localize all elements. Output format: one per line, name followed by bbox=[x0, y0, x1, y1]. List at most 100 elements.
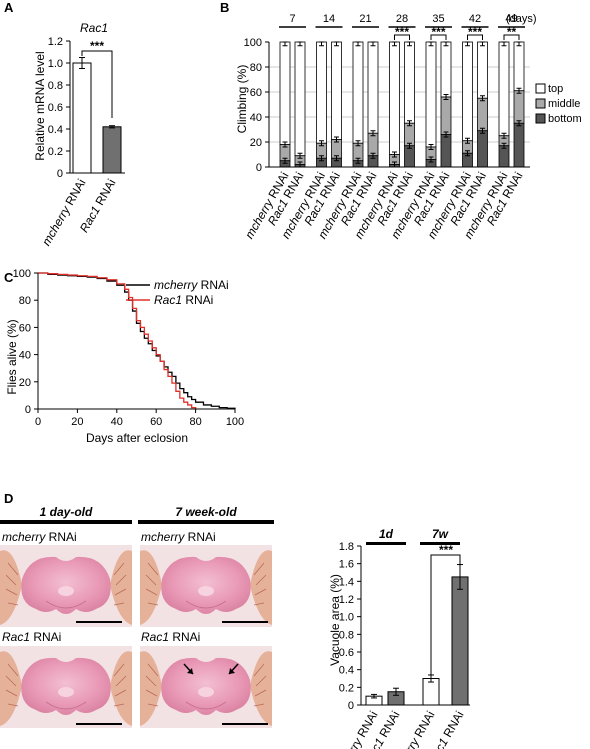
segment-top bbox=[279, 41, 291, 145]
panel-b-label: B bbox=[220, 0, 229, 15]
panel-b-day-label: 49 bbox=[505, 13, 517, 25]
panel-b-error-bar-top bbox=[501, 41, 507, 47]
segment-top bbox=[331, 41, 342, 140]
panel-b-error-bar-top bbox=[407, 41, 412, 47]
row-label-mcherry-7w: mcherry RNAi bbox=[141, 530, 216, 544]
panel-c-ylabel: Flies alive (%) bbox=[5, 319, 19, 394]
panel-b-stacked-bar bbox=[389, 41, 400, 168]
panel-b-error-bar-top bbox=[428, 41, 434, 47]
panel-b-error-bar-bottom bbox=[465, 150, 470, 157]
panel-d-ylabel: Vacuole area (%) bbox=[328, 574, 342, 666]
panel-b-error-bar-top bbox=[443, 41, 449, 47]
panel-b-error-bar-middle bbox=[392, 151, 397, 158]
legend-top-swatch bbox=[535, 83, 546, 94]
panel-b-stacked-bar bbox=[477, 41, 488, 168]
panel-b-stacked-bar bbox=[367, 41, 379, 168]
panel-c-xtick-label: 80 bbox=[189, 416, 201, 428]
panel-c-legend: mcherry RNAi Rac1 RNAi bbox=[126, 278, 229, 307]
segment-bottom bbox=[477, 130, 488, 168]
panel-b-yaxis: 0 20 40 60 80 100 bbox=[244, 37, 269, 174]
segment-bottom bbox=[440, 134, 452, 168]
legend-bottom-swatch bbox=[535, 113, 546, 124]
panel-b-stacked-bar bbox=[279, 41, 291, 168]
segment-top bbox=[294, 41, 306, 157]
panel-b-error-bar-bottom bbox=[319, 155, 324, 162]
panel-c-axes-ticks: 0 20 40 60 80 100 0 20 40 60 80 100 bbox=[13, 268, 245, 428]
panel-c-ytick-label: 40 bbox=[19, 350, 31, 362]
micrograph-7w-mcherry bbox=[139, 544, 273, 628]
panel-c-xtick-label: 0 bbox=[35, 416, 41, 428]
legend-middle-label: middle bbox=[548, 98, 580, 110]
panel-d-bars bbox=[365, 564, 469, 706]
panel-d-sig-bracket bbox=[430, 554, 461, 675]
panel-d: D 1 day-old 7 week-old mcherry RNAi mche… bbox=[0, 491, 470, 749]
group-bar-7w bbox=[420, 542, 460, 545]
segment-top bbox=[513, 41, 525, 92]
panel-b-day-label: 35 bbox=[432, 13, 444, 25]
panel-a-ytick-label: 0 bbox=[57, 168, 63, 180]
panel-b-error-bar-middle bbox=[355, 140, 361, 147]
panel-b-stacked-bar bbox=[404, 41, 415, 168]
segment-bottom bbox=[404, 145, 415, 168]
group-label-1d: 1d bbox=[379, 527, 394, 541]
panel-a-bars bbox=[72, 57, 122, 174]
panel-b-error-bar-middle bbox=[282, 141, 288, 148]
panel-c-xtick-label: 40 bbox=[111, 416, 123, 428]
panel-b-error-bar-middle bbox=[443, 94, 449, 100]
panel-b-error-bar-middle bbox=[370, 130, 376, 137]
panel-c-ytick-label: 100 bbox=[13, 268, 31, 280]
panel-b-error-bar-middle bbox=[480, 95, 485, 102]
legend-top-label: top bbox=[548, 83, 563, 95]
panel-c-ytick-label: 60 bbox=[19, 322, 31, 334]
panel-d-significance: *** bbox=[439, 543, 453, 557]
group-label-7w: 7w bbox=[432, 527, 449, 541]
panel-b-significance: *** bbox=[431, 25, 445, 39]
panel-b-error-bar-bottom bbox=[443, 131, 449, 138]
segment-bottom bbox=[498, 145, 510, 168]
panel-b-error-bar-bottom bbox=[282, 157, 288, 164]
segment-top bbox=[477, 41, 488, 99]
panel-d-error-bar bbox=[393, 687, 399, 696]
panel-b-day-label: 21 bbox=[359, 13, 371, 25]
micrograph-1d-rac1 bbox=[0, 645, 133, 729]
panel-b-error-bar-top bbox=[480, 41, 485, 47]
panel-b-error-bar-top bbox=[355, 41, 361, 47]
legend-rac1-label: Rac1 RNAi bbox=[154, 293, 213, 307]
panel-b-stacked-bar bbox=[498, 41, 510, 168]
panel-b-error-bar-bottom bbox=[334, 155, 339, 162]
panel-a-significance: *** bbox=[90, 39, 104, 53]
panel-b-error-bar-middle bbox=[319, 140, 324, 147]
panel-d-ytick-label: 1.6 bbox=[339, 559, 354, 571]
panel-d-ytick-label: 0.4 bbox=[339, 665, 354, 677]
micrograph-7w-rac1 bbox=[139, 645, 273, 729]
panel-b-error-bar-middle bbox=[428, 144, 434, 150]
panel-a-bar bbox=[102, 126, 122, 174]
panel-a-title: Rac1 bbox=[80, 21, 108, 35]
panel-c-xtick-label: 100 bbox=[226, 416, 244, 428]
panel-a: A Rac1 Relative mRNA level 0 0.2 0.4 0.6 0.8… bbox=[4, 0, 125, 248]
panel-b-error-bar-top bbox=[297, 41, 303, 47]
panel-b-day-label: 7 bbox=[289, 13, 295, 25]
panel-b-error-bar-bottom bbox=[428, 156, 434, 163]
panel-b-stacked-bar bbox=[316, 41, 327, 168]
panel-b-error-bar-bottom bbox=[370, 152, 376, 159]
panel-b-stacked-bar bbox=[352, 41, 364, 168]
legend-bottom-label: bottom bbox=[548, 113, 582, 125]
row-label-mcherry-1d: mcherry RNAi bbox=[2, 530, 77, 544]
panel-b-error-bar-bottom bbox=[480, 127, 485, 134]
panel-d-ytick-label: 1.2 bbox=[339, 594, 354, 606]
survival-curve-rac1 bbox=[38, 272, 197, 409]
panel-b-stacked-bar bbox=[331, 41, 342, 168]
panel-d-ytick-label: 0.6 bbox=[339, 647, 354, 659]
panel-b-error-bar-top bbox=[465, 41, 470, 47]
panel-b-sig-bracket bbox=[467, 34, 483, 40]
panel-d-ytick-label: 0.2 bbox=[339, 682, 354, 694]
panel-a-ytick-label: 1.2 bbox=[48, 36, 63, 48]
panel-c-ytick-label: 80 bbox=[19, 295, 31, 307]
panel-b-error-bar-bottom bbox=[355, 157, 361, 164]
panel-d-yaxis: 0 0.2 0.4 0.6 0.8 1.0 1.2 1.4 1.6 1.8 bbox=[339, 541, 361, 712]
panel-c-ytick-label: 20 bbox=[19, 377, 31, 389]
